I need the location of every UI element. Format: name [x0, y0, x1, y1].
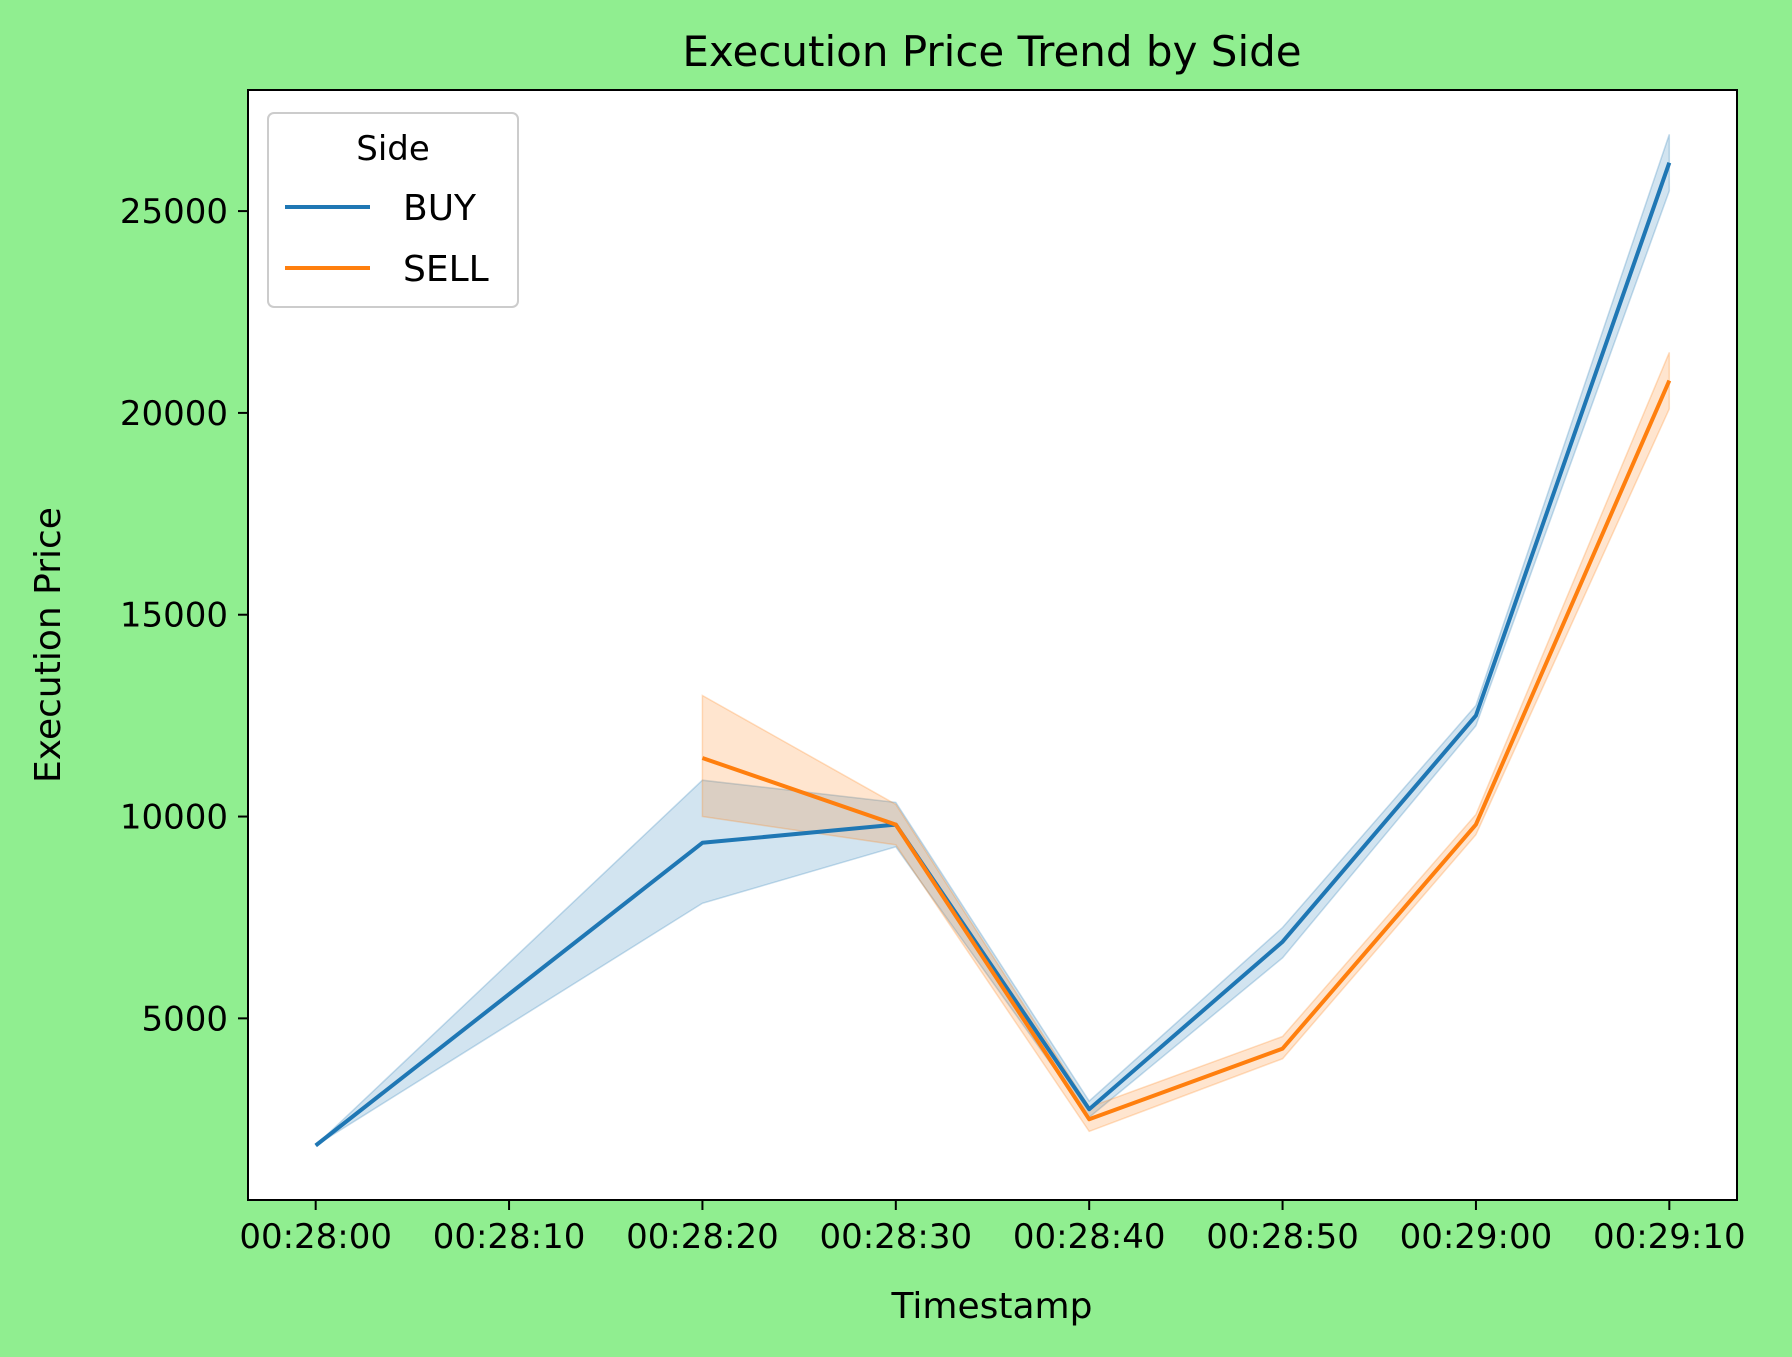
legend-label-sell: SELL — [403, 249, 489, 290]
x-tick-label: 00:28:30 — [819, 1217, 972, 1257]
y-tick-label: 20000 — [120, 394, 228, 434]
x-axis-label: Timestamp — [891, 1286, 1093, 1327]
legend-label-buy: BUY — [403, 188, 477, 229]
y-tick-label: 10000 — [120, 798, 228, 838]
y-tick-label: 15000 — [120, 596, 228, 636]
legend-box — [267, 112, 519, 308]
x-tick-label: 00:29:10 — [1593, 1217, 1746, 1257]
x-axis-ticks: 00:28:00 00:28:10 00:28:20 00:28:30 00:28:40… — [239, 1200, 1746, 1257]
x-tick-label: 00:28:50 — [1206, 1217, 1359, 1257]
series-lines — [314, 162, 1672, 1148]
y-tick-label: 25000 — [120, 192, 228, 232]
y-axis-label: Execution Price — [28, 507, 69, 783]
series-line-sell — [701, 379, 1672, 1122]
y-axis-ticks: 5000 10000 15000 20000 25000 — [120, 192, 248, 1039]
legend-title: Side — [356, 129, 430, 169]
x-tick-label: 00:28:20 — [626, 1217, 779, 1257]
x-tick-label: 00:28:00 — [239, 1217, 392, 1257]
x-tick-label: 00:28:40 — [1013, 1217, 1166, 1257]
plot-frame — [247, 89, 1738, 1201]
x-tick-label: 00:28:10 — [433, 1217, 586, 1257]
x-tick-label: 00:29:00 — [1400, 1217, 1553, 1257]
y-tick-label: 5000 — [141, 999, 228, 1039]
chart-title: Execution Price Trend by Side — [682, 27, 1301, 76]
legend: Side BUY SELL — [267, 112, 519, 308]
